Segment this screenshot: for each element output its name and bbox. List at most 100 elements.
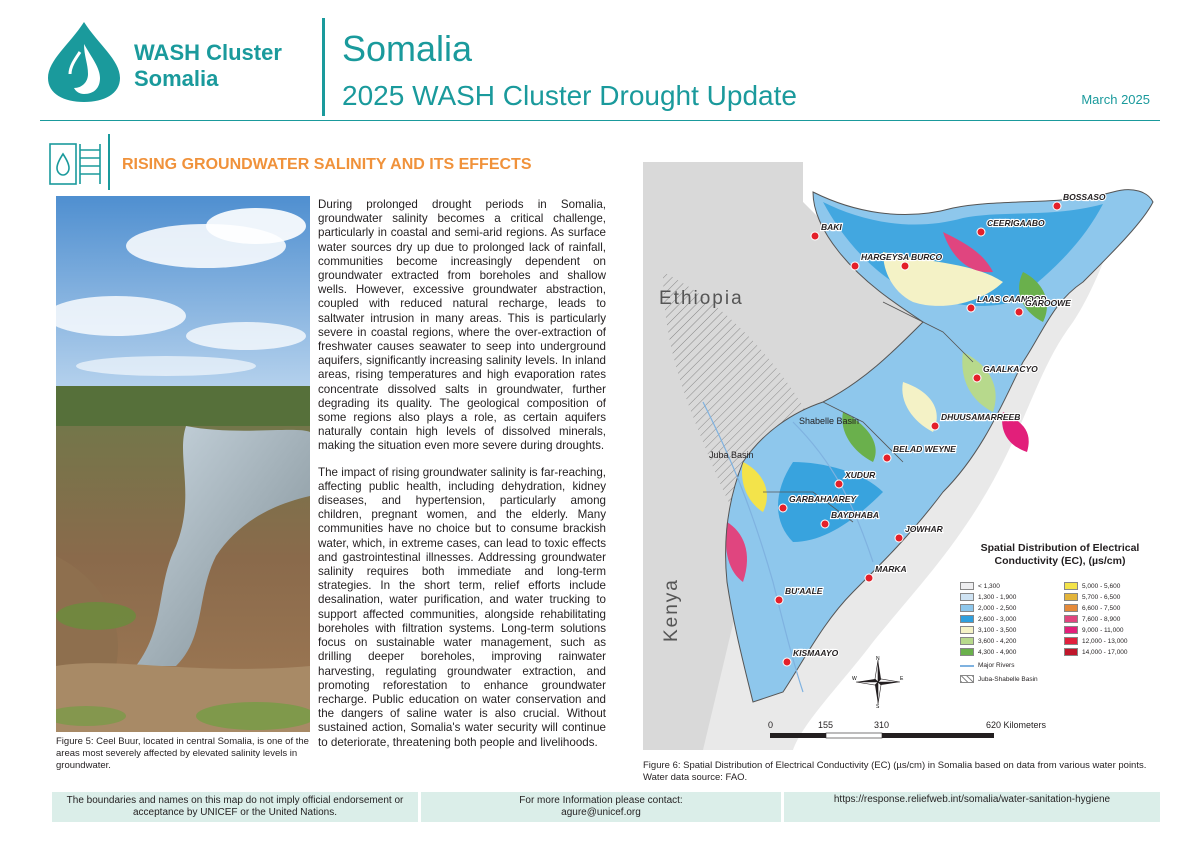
- legend-swatch: [1064, 615, 1078, 623]
- legend-class-label: 4,300 - 4,900: [978, 648, 1017, 656]
- city-marker: [972, 373, 982, 383]
- section-divider: [108, 134, 110, 190]
- legend-swatch: [1064, 593, 1078, 601]
- header-divider: [322, 18, 325, 116]
- scale-bar: 0 155 310 620 Kilometers: [768, 720, 1047, 739]
- legend-swatch: [960, 648, 974, 656]
- legend-class: 5,000 - 5,600: [1064, 582, 1160, 590]
- footer-contact-line-1: For more Information please contact:: [519, 795, 683, 806]
- photo-caption: Figure 5: Ceel Buur, located in central …: [56, 736, 309, 771]
- city-label: BAKI: [821, 222, 842, 232]
- city-markers: BOSSASO CEERIGAABO BAKI HARGEYSA BURCO LAAS C…: [774, 191, 1107, 667]
- city-marker: [810, 231, 820, 241]
- legend-class: 14,000 - 17,000: [1064, 648, 1160, 656]
- legend-class: 6,600 - 7,500: [1064, 604, 1160, 612]
- city-marker: [834, 479, 844, 489]
- article-body: During prolonged drought periods in Soma…: [318, 198, 606, 762]
- legend-swatch: [960, 626, 974, 634]
- legend-class-label: 12,000 - 13,000: [1082, 637, 1128, 645]
- city-label: MARKA: [875, 564, 907, 574]
- body-paragraph-1: During prolonged drought periods in Soma…: [318, 198, 606, 453]
- legend-classes: < 1,300 5,000 - 5,600 1,300 - 1,900 5,700 -…: [960, 582, 1160, 656]
- city-marker: [864, 573, 874, 583]
- legend-rivers-label: Major Rivers: [978, 662, 1015, 669]
- legend-class: 3,100 - 3,500: [960, 626, 1056, 634]
- legend-basin-label: Juba-Shabelle Basin: [978, 675, 1038, 683]
- legend-class-label: 3,600 - 4,200: [978, 637, 1017, 645]
- city-label: CEERIGAABO: [987, 218, 1045, 228]
- city-label: BURCO: [911, 252, 943, 262]
- footer-contact-email[interactable]: agure@unicef.org: [561, 807, 641, 818]
- city-label: HARGEYSA: [861, 252, 909, 262]
- legend-class: 12,000 - 13,000: [1064, 637, 1160, 645]
- legend-swatch: [960, 604, 974, 612]
- water-tap-icon: [49, 143, 101, 185]
- compass-rose-icon: N S E W: [852, 656, 904, 708]
- city-marker: [782, 657, 792, 667]
- city-label: DHUUSAMARREEB: [941, 412, 1020, 422]
- city-label: GARBAHAAREY: [789, 494, 857, 504]
- city-marker: [966, 303, 976, 313]
- legend-class-label: < 1,300: [978, 582, 1000, 590]
- city-label: BU'AALE: [785, 586, 823, 596]
- city-marker: [882, 453, 892, 463]
- city-label: XUDUR: [844, 470, 876, 480]
- city-label: BOSSASO: [1063, 192, 1106, 202]
- legend-rivers: Major Rivers: [960, 662, 1160, 669]
- scale-tick-1: 155: [818, 720, 833, 730]
- page-subtitle: 2025 WASH Cluster Drought Update: [342, 80, 797, 111]
- legend-class-label: 6,600 - 7,500: [1082, 604, 1121, 612]
- city-marker: [778, 503, 788, 513]
- footer: The boundaries and names on this map do …: [52, 792, 1160, 822]
- city-label: BAYDHABA: [831, 510, 879, 520]
- river-line-icon: [960, 664, 974, 667]
- scale-tick-0: 0: [768, 720, 773, 730]
- logo-line-1: WASH Cluster: [134, 40, 282, 65]
- city-marker: [930, 421, 940, 431]
- section-title: RISING GROUNDWATER SALINITY AND ITS EFFE…: [122, 156, 532, 173]
- scale-tick-3: 620 Kilometers: [986, 720, 1047, 730]
- legend-swatch: [960, 637, 974, 645]
- city-marker: [894, 533, 904, 543]
- city-marker: [1052, 201, 1062, 211]
- footer-disclaimer: The boundaries and names on this map do …: [66, 795, 404, 818]
- compass-e: E: [900, 676, 904, 682]
- legend-class: 3,600 - 4,200: [960, 637, 1056, 645]
- legend-class-label: 1,300 - 1,900: [978, 593, 1017, 601]
- legend-swatch: [1064, 648, 1078, 656]
- legend-class: 9,000 - 11,000: [1064, 626, 1160, 634]
- legend-class: 5,700 - 6,500: [1064, 593, 1160, 601]
- city-label: LAAS CAANOOD: [977, 294, 1046, 304]
- legend-swatch: [960, 615, 974, 623]
- legend-class-label: 5,000 - 5,600: [1082, 582, 1121, 590]
- legend-swatch: [1064, 626, 1078, 634]
- legend-title-line-1: Spatial Distribution of Electrical: [980, 542, 1140, 554]
- legend-class: 7,600 - 8,900: [1064, 615, 1160, 623]
- legend-basin: Juba-Shabelle Basin: [960, 675, 1160, 683]
- legend-class: 2,600 - 3,000: [960, 615, 1056, 623]
- city-marker: [1014, 307, 1024, 317]
- report-date: March 2025: [1081, 92, 1150, 107]
- city-label: JOWHAR: [905, 524, 944, 534]
- legend-class: 4,300 - 4,900: [960, 648, 1056, 656]
- legend-swatch: [960, 582, 974, 590]
- legend-swatch: [1064, 582, 1078, 590]
- label-shabelle-basin: Shabelle Basin: [799, 416, 859, 426]
- city-marker: [850, 261, 860, 271]
- legend-swatch: [1064, 637, 1078, 645]
- body-paragraph-2: The impact of rising groundwater salinit…: [318, 465, 606, 749]
- legend-class-label: 7,600 - 8,900: [1082, 615, 1121, 623]
- city-marker: [820, 519, 830, 529]
- city-label: BELAD WEYNE: [893, 444, 956, 454]
- footer-link[interactable]: https://response.reliefweb.int/somalia/w…: [833, 794, 1111, 805]
- legend-title: Spatial Distribution of Electrical Condu…: [960, 542, 1160, 568]
- legend-class-label: 14,000 - 17,000: [1082, 648, 1128, 656]
- logo-text: WASH Cluster Somalia: [134, 40, 282, 92]
- footer-contact: For more Information please contact: agu…: [418, 792, 784, 822]
- label-juba-basin: Juba Basin: [709, 450, 754, 460]
- header-rule: [40, 120, 1160, 121]
- legend-class-label: 3,100 - 3,500: [978, 626, 1017, 634]
- city-marker: [976, 227, 986, 237]
- city-marker: [900, 261, 910, 271]
- legend-swatch: [960, 593, 974, 601]
